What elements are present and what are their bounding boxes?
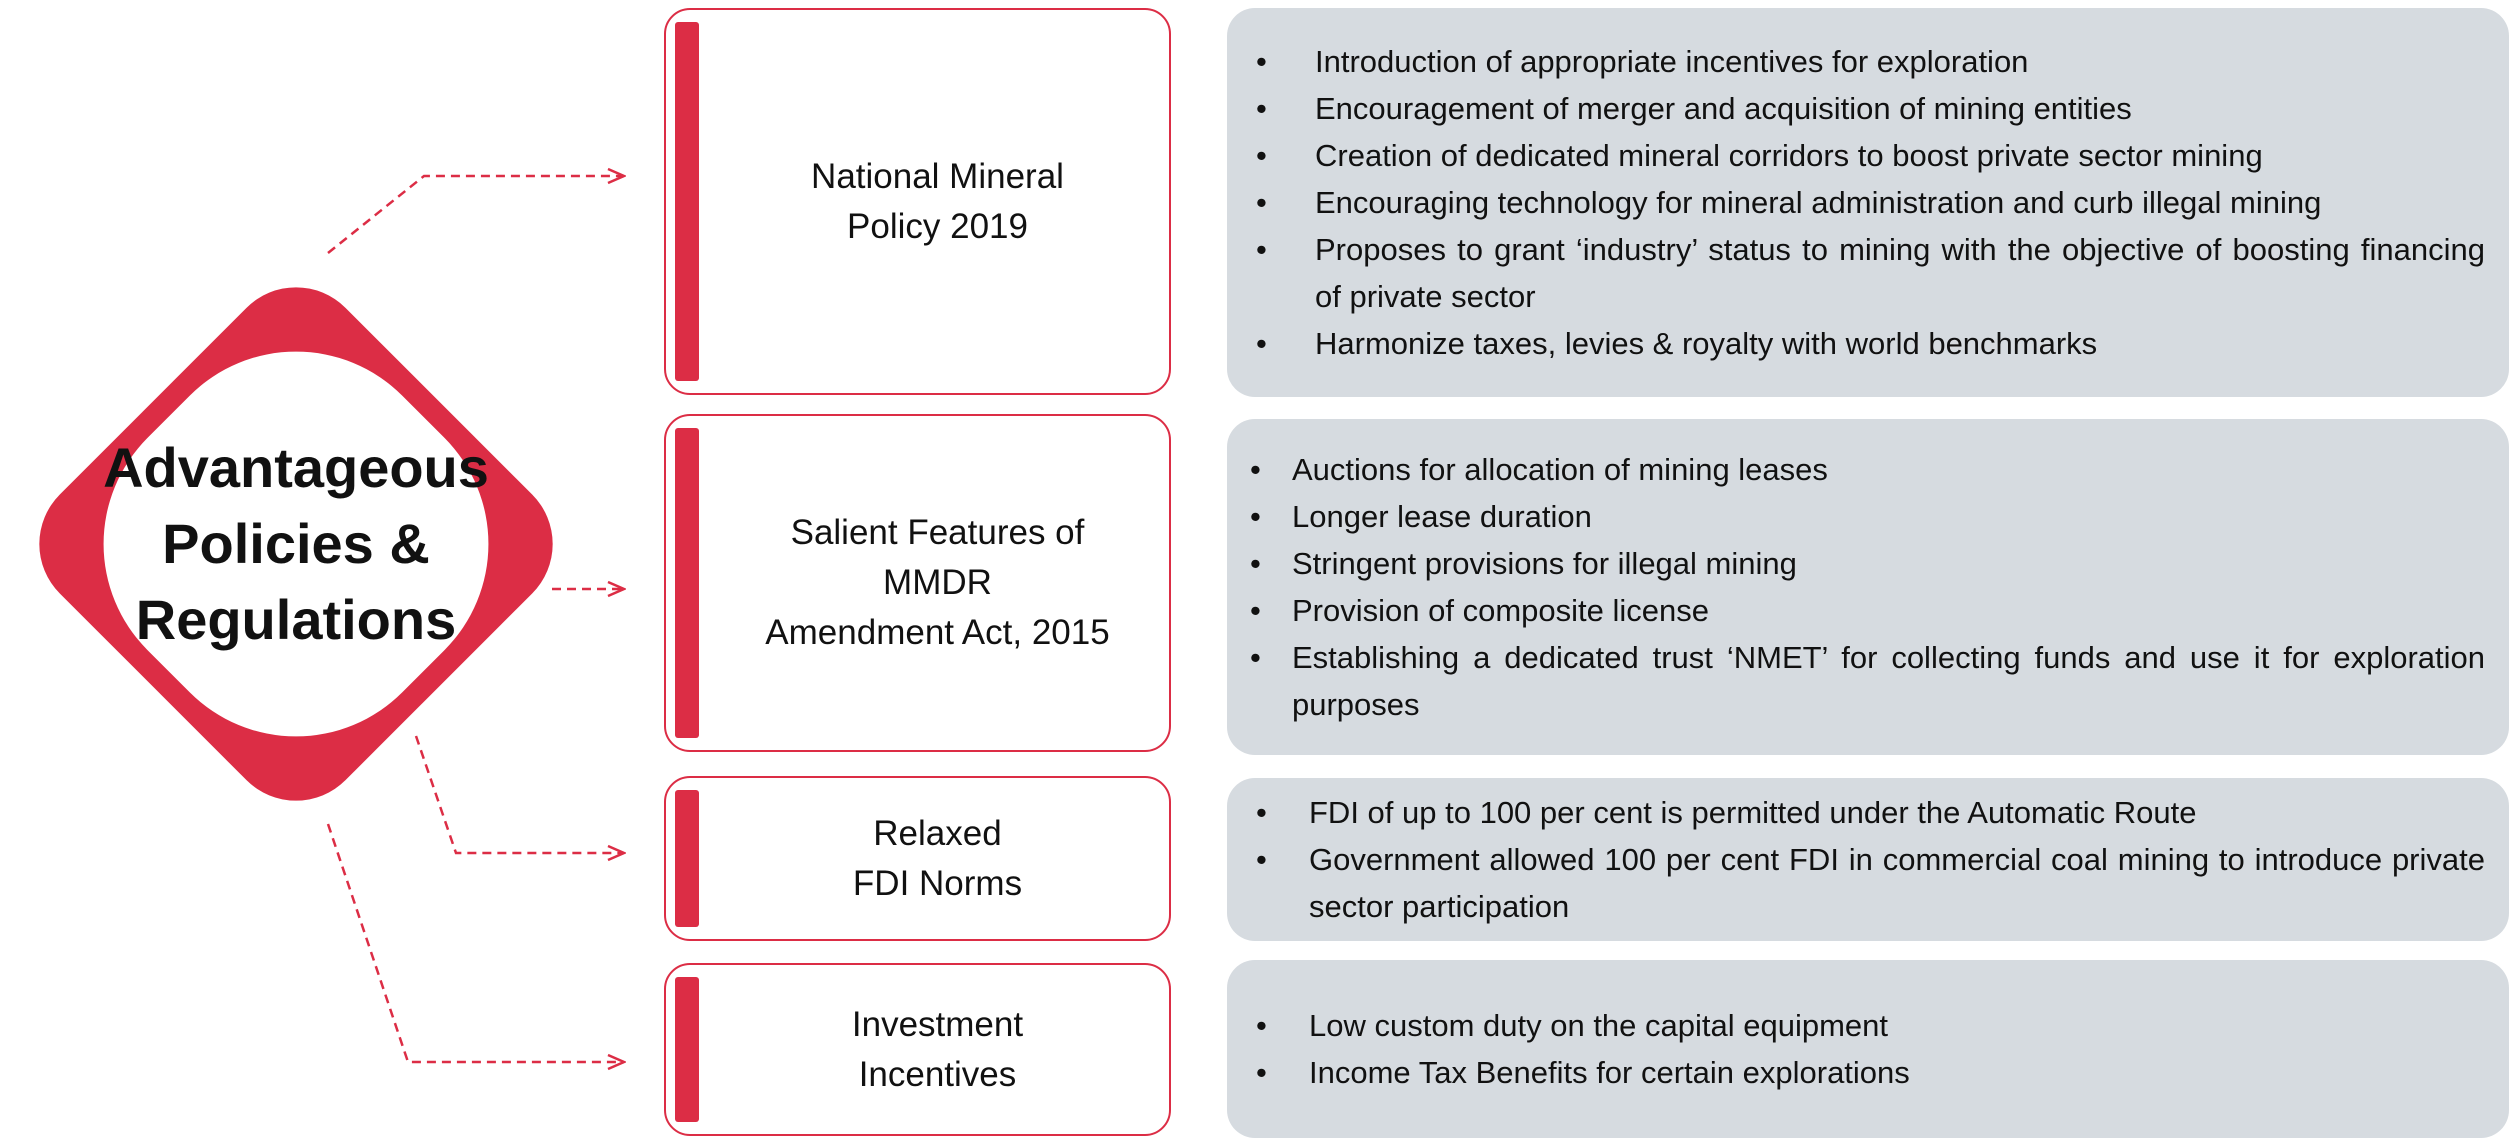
bullet-item: • Income Tax Benefits for certain explora… [1256, 1049, 2485, 1096]
bullet-dot: • [1256, 795, 1267, 830]
bullet-item: • Harmonize taxes, levies & royalty with … [1256, 320, 2485, 367]
center-title-line: Policies & [162, 512, 430, 575]
policy-bar [675, 977, 699, 1122]
bullet-item: • FDI of up to 100 per cent is permitted … [1256, 789, 2485, 836]
bullet-item: • Proposes to grant ‘industry’ status to … [1256, 226, 2485, 320]
bullet-item: • Government allowed 100 per cent FDI in … [1256, 836, 2485, 930]
bullet-text: Income Tax Benefits for certain explorat… [1309, 1055, 1910, 1090]
policy-title: Relaxed FDI Norms [813, 809, 1022, 909]
bullet-text: Establishing a dedicated trust ‘NMET’ fo… [1292, 640, 2485, 722]
policy-title: National Mineral Policy 2019 [771, 152, 1064, 252]
policy-title-line: Relaxed [873, 813, 1002, 853]
policy-panel: • Auctions for allocation of mining lease… [1227, 419, 2509, 755]
policy-box: National Mineral Policy 2019 [664, 8, 1171, 395]
policy-title-line: FDI Norms [852, 863, 1023, 903]
policy-box: Investment Incentives [664, 963, 1171, 1136]
bullet-text: Creation of dedicated mineral corridors … [1315, 138, 2263, 173]
bullet-dot: • [1256, 1008, 1267, 1043]
bullet-text: Longer lease duration [1292, 499, 1592, 534]
bullet-dot: • [1250, 640, 1261, 675]
bullet-dot: • [1256, 138, 1267, 173]
bullet-dot: • [1256, 326, 1267, 361]
bullet-item: • Creation of dedicated mineral corridors… [1256, 132, 2485, 179]
bullet-text: Proposes to grant ‘industry’ status to m… [1315, 232, 2485, 314]
policy-bar [675, 790, 699, 927]
policy-panel: • Low custom duty on the capital equipmen… [1227, 960, 2509, 1138]
policy-title-line: Investment [851, 1004, 1024, 1044]
bullet-item: • Encouragement of merger and acquisition… [1256, 85, 2485, 132]
center-diamond [39, 287, 553, 801]
center-title-line: Advantageous [103, 436, 489, 499]
connectors [326, 176, 624, 1062]
bullet-dot: • [1256, 185, 1267, 220]
policy-panel: • Introduction of appropriate incentives … [1227, 8, 2509, 397]
policy-title-line: Policy 2019 [847, 206, 1028, 246]
policy-title-line: National Mineral [811, 156, 1064, 196]
bullet-item: • Provision of composite license [1250, 587, 2485, 634]
bullet-dot: • [1250, 546, 1261, 581]
bullet-text: Introduction of appropriate incentives f… [1315, 44, 2029, 79]
policy-box: Salient Features of MMDR Amendment Act, 20… [664, 414, 1171, 752]
bullet-text: Government allowed 100 per cent FDI in c… [1309, 842, 2485, 924]
policy-title-line: Amendment Act, 2015 [765, 613, 1110, 652]
bullet-dot: • [1256, 91, 1267, 126]
bullet-text: Harmonize taxes, levies & royalty with w… [1315, 326, 2098, 361]
bullet-item: • Auctions for allocation of mining lease… [1250, 446, 2485, 493]
bullet-dot: • [1256, 1055, 1267, 1090]
policy-title: Investment Incentives [812, 1000, 1023, 1100]
bullet-item: • Introduction of appropriate incentives … [1256, 38, 2485, 85]
bullet-text: Encouraging technology for mineral admin… [1315, 185, 2322, 220]
bullet-item: • Encouraging technology for mineral admi… [1256, 179, 2485, 226]
bullet-item: • Low custom duty on the capital equipmen… [1256, 1002, 2485, 1049]
bullet-text: FDI of up to 100 per cent is permitted u… [1309, 795, 2197, 830]
bullet-text: Provision of composite license [1292, 593, 1709, 628]
policy-panel: • FDI of up to 100 per cent is permitted … [1227, 778, 2509, 941]
bullet-dot: • [1256, 842, 1267, 877]
center-title-line: Regulations [135, 588, 457, 651]
bullet-text: Stringent provisions for illegal mining [1292, 546, 1797, 581]
bullet-item: • Stringent provisions for illegal mining [1250, 540, 2485, 587]
policy-bar [675, 22, 699, 381]
policy-bar [675, 428, 699, 738]
bullet-text: Encouragement of merger and acquisition … [1315, 91, 2132, 126]
bullet-dot: • [1250, 593, 1261, 628]
bullet-item: • Longer lease duration [1250, 493, 2485, 540]
bullet-dot: • [1250, 499, 1261, 534]
center-title: Advantageous Policies & Regulations [46, 430, 546, 658]
bullet-dot: • [1250, 452, 1261, 487]
bullet-dot: • [1256, 232, 1267, 267]
policy-title-line: Incentives [858, 1054, 1017, 1094]
policy-title: Salient Features of MMDR Amendment Act, 20… [725, 508, 1109, 658]
bullet-text: Low custom duty on the capital equipment [1309, 1008, 1889, 1043]
policy-box: Relaxed FDI Norms [664, 776, 1171, 941]
bullet-item: • Establishing a dedicated trust ‘NMET’ f… [1250, 634, 2485, 728]
policy-title-line: Salient Features of [790, 513, 1085, 552]
bullet-dot: • [1256, 44, 1267, 79]
bullet-text: Auctions for allocation of mining leases [1292, 452, 1828, 487]
policy-title-line: MMDR [883, 563, 992, 602]
